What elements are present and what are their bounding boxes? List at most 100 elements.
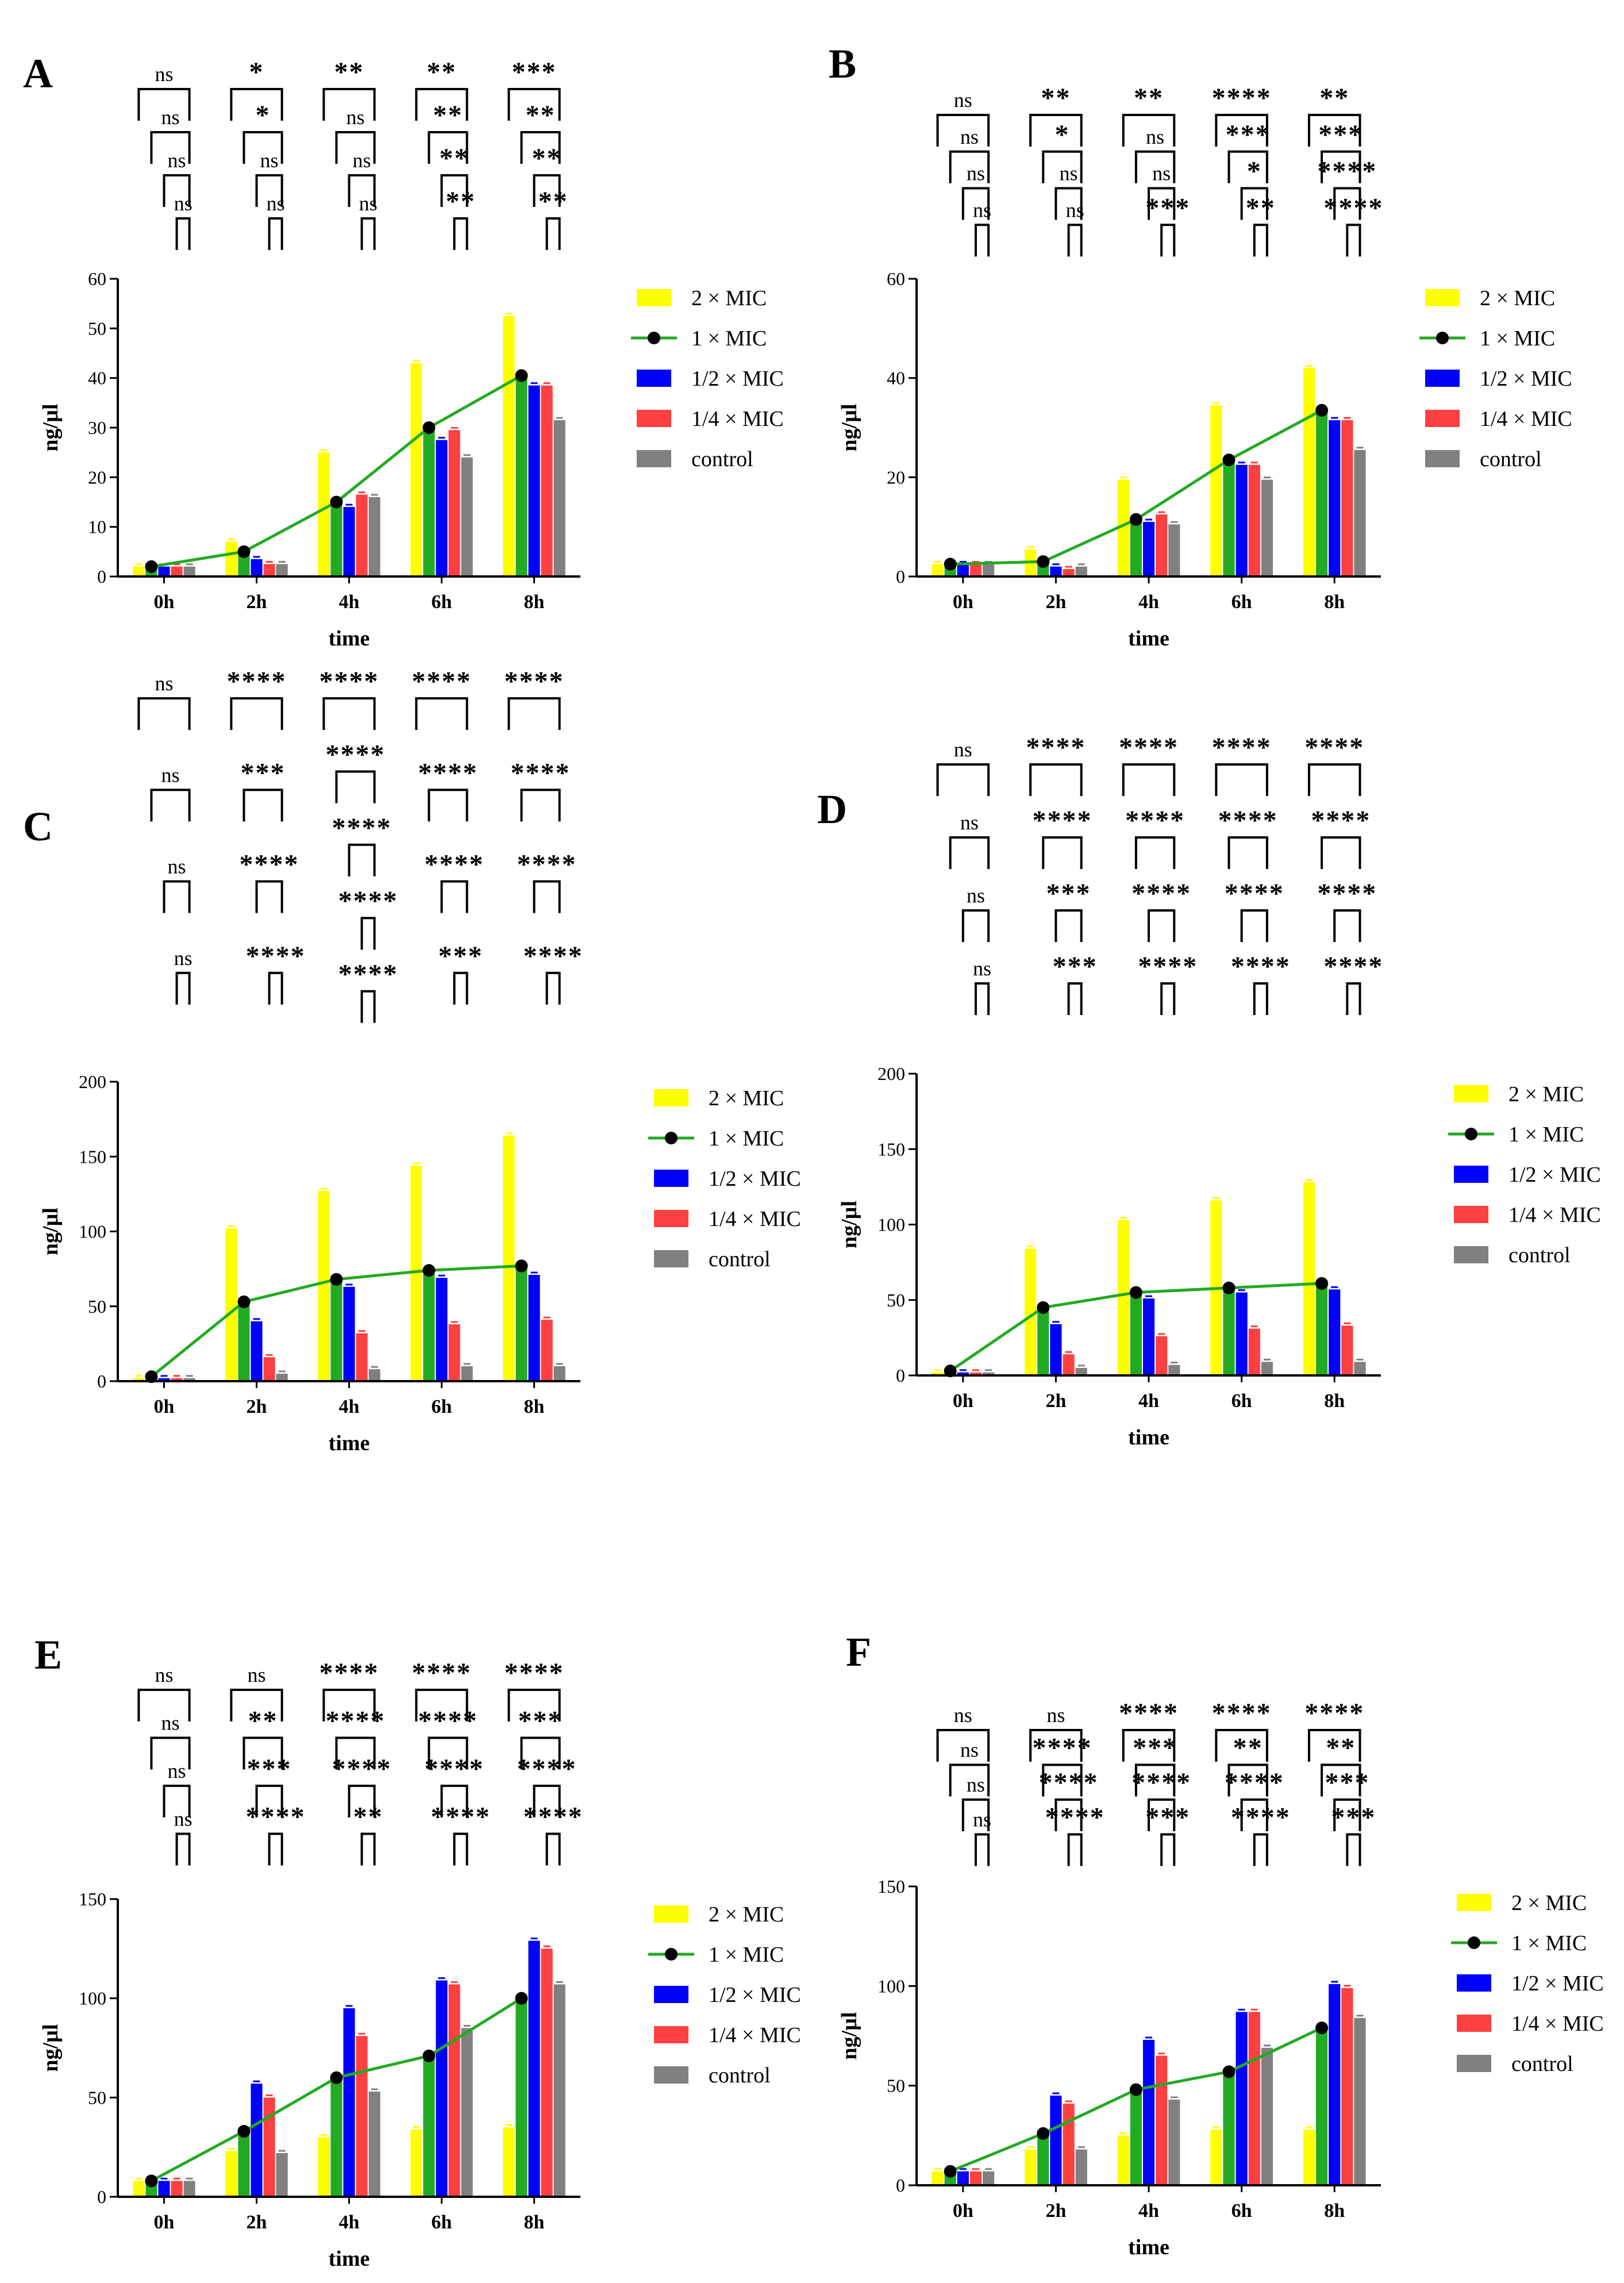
legend-label: 1 × MIC <box>691 326 767 351</box>
bar-4-2h <box>1063 2103 1075 2185</box>
bar-3-2h <box>251 559 263 576</box>
bar-1-0h <box>133 2181 145 2197</box>
significance-bracket <box>936 1729 990 1762</box>
x-axis-label: time <box>329 2247 370 2271</box>
x-tick-label: 4h <box>1138 1390 1159 1412</box>
bar-5-8h <box>1354 1362 1366 1375</box>
significance-bracket <box>137 1689 191 1721</box>
x-tick-label: 6h <box>1232 1390 1252 1412</box>
bar-4-0h <box>171 566 183 576</box>
significance-label: **** <box>1132 878 1191 909</box>
legend-swatch <box>1425 289 1460 306</box>
bar-1-0h <box>133 566 145 576</box>
bar-1-8h <box>503 316 515 576</box>
significance-bracket <box>428 131 468 164</box>
bar-5-2h <box>1075 566 1087 576</box>
significance-bracket <box>1215 114 1268 147</box>
bar-3-8h <box>1329 1984 1341 2185</box>
significance-label: ns <box>155 63 173 86</box>
significance-bracket <box>440 880 468 913</box>
significance-label: *** <box>1331 1802 1376 1833</box>
legend-swatch <box>654 1250 688 1267</box>
significance-label: ns <box>1046 1704 1065 1727</box>
bar-5-4h <box>368 2091 380 2197</box>
y-tick-label: 0 <box>896 2175 905 2196</box>
trend-marker <box>1222 1281 1236 1294</box>
bar-5-4h <box>1168 524 1180 576</box>
significance-label: **** <box>505 666 564 697</box>
x-axis-label: time <box>1128 627 1169 651</box>
y-axis-label: ng/µl <box>39 2024 63 2071</box>
significance-bracket <box>348 174 376 207</box>
y-axis-label: ng/µl <box>39 1208 63 1255</box>
bar-1-6h <box>410 1165 422 1381</box>
bar-1-2h <box>225 2151 237 2197</box>
significance-label: **** <box>425 850 484 880</box>
significance-label: ns <box>359 192 378 215</box>
significance-label: * <box>249 57 264 87</box>
significance-label: ns <box>967 162 985 185</box>
legend-label: 1/2 × MIC <box>1511 1971 1604 1996</box>
y-tick-label: 100 <box>79 1221 106 1242</box>
trend-marker <box>1129 513 1142 526</box>
trend-marker <box>515 1992 528 2005</box>
significance-label: **** <box>1138 951 1198 982</box>
significance-bracket <box>949 1763 990 1797</box>
significance-bracket <box>150 1736 191 1770</box>
significance-label: **** <box>412 1658 472 1688</box>
bar-4-8h <box>541 385 553 576</box>
legend-swatch <box>637 370 671 387</box>
significance-label: **** <box>227 666 287 697</box>
y-tick-label: 100 <box>878 1975 905 1996</box>
significance-label: **** <box>1231 951 1291 982</box>
significance-bracket <box>1055 1798 1083 1831</box>
bar-4-6h <box>1248 1328 1260 1375</box>
significance-label: **** <box>517 1754 577 1784</box>
significance-bracket <box>1122 1729 1176 1762</box>
significance-label: *** <box>247 1754 292 1784</box>
legend-swatch <box>654 1210 688 1227</box>
significance-label: ns <box>247 1663 265 1686</box>
bar-5-0h <box>183 2181 195 2197</box>
trend-marker <box>1315 2021 1329 2035</box>
significance-bracket <box>440 1785 468 1817</box>
significance-label: ** <box>248 1706 278 1736</box>
bar-2-4h <box>330 2077 342 2197</box>
bar-2-4h <box>1130 2089 1142 2185</box>
significance-bracket <box>268 971 283 1005</box>
significance-bracket <box>255 174 283 207</box>
significance-label: ns <box>1066 198 1084 221</box>
bar-1-0h <box>932 1372 944 1375</box>
bar-4-8h <box>541 1948 553 2197</box>
bar-4-0h <box>171 2181 183 2197</box>
significance-bracket <box>453 217 468 250</box>
bar-4-8h <box>1341 1325 1353 1375</box>
bar-2-6h <box>1223 460 1235 576</box>
significance-bracket <box>175 217 191 250</box>
bar-2-8h <box>515 375 528 576</box>
significance-bracket <box>335 770 376 804</box>
trend-marker <box>422 421 436 434</box>
legend-label: 1/2 × MIC <box>709 1167 801 1191</box>
legend: 2 × MIC 1 × MIC 1/2 × MIC 1/4 × MIC control <box>1451 1891 1604 2076</box>
y-tick-label: 0 <box>97 566 106 587</box>
bar-4-4h <box>356 2036 368 2197</box>
x-tick-label: 0h <box>953 2200 973 2221</box>
bar-4-6h <box>448 1324 460 1381</box>
significance-label: ns <box>960 811 979 834</box>
significance-bracket <box>415 88 468 121</box>
x-tick-label: 0h <box>953 591 973 613</box>
significance-bracket <box>1215 763 1268 796</box>
legend-swatch <box>1457 2015 1491 2032</box>
significance-label: ns <box>1146 125 1164 148</box>
panel-letter: E <box>34 1632 62 1678</box>
significance-bracket <box>1307 1729 1361 1762</box>
significance-bracket <box>335 131 376 164</box>
significance-bracket <box>1029 763 1083 796</box>
significance-label: **** <box>332 813 392 843</box>
significance-bracket <box>1307 114 1361 147</box>
bar-1-2h <box>1025 2149 1037 2185</box>
significance-bracket <box>415 697 468 730</box>
y-tick-label: 200 <box>79 1071 106 1092</box>
x-tick-label: 6h <box>432 2212 452 2233</box>
